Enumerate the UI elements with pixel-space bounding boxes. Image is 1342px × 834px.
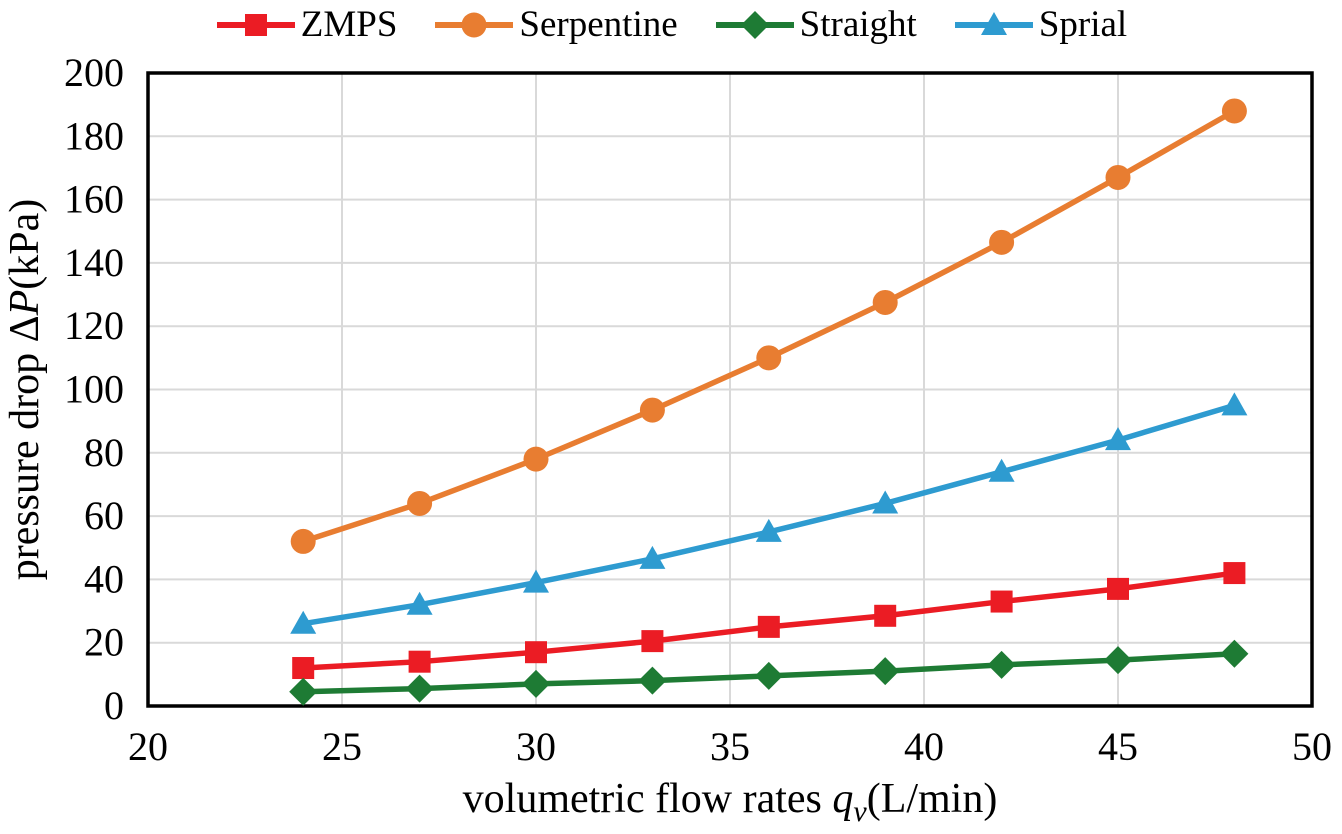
- y-axis-tick-labels: 0 20 40 60 80 100 120 140 160 180 200: [64, 50, 124, 728]
- legend-marker-shape: [740, 11, 769, 39]
- x-tick-label: 20: [128, 724, 168, 769]
- data-point-zmps: [641, 630, 664, 653]
- data-point-straight: [289, 677, 318, 706]
- data-point-serpentine: [290, 528, 316, 554]
- y-tick-label: 100: [64, 367, 124, 412]
- data-point-sprial: [406, 591, 433, 615]
- y-tick-label: 120: [64, 303, 124, 348]
- data-point-straight: [1104, 646, 1132, 675]
- data-point-zmps: [1223, 562, 1246, 585]
- data-point-serpentine: [756, 345, 782, 371]
- data-point-straight: [754, 661, 783, 690]
- y-tick-label: 60: [84, 493, 124, 538]
- x-tick-label: 45: [1098, 724, 1138, 769]
- data-point-sprial: [1221, 392, 1248, 416]
- data-point-zmps: [1107, 577, 1129, 600]
- x-tick-label: 50: [1292, 724, 1332, 769]
- y-tick-label: 80: [84, 430, 124, 475]
- legend-item-zmps: ZMPS: [215, 3, 398, 45]
- legend-item-sprial: Sprial: [953, 4, 1127, 44]
- data-point-serpentine: [989, 229, 1015, 255]
- data-point-sprial: [523, 569, 549, 593]
- y-tick-label: 0: [104, 683, 124, 728]
- legend-marker-square-icon: [216, 14, 295, 36]
- data-point-sprial: [290, 610, 317, 634]
- legend-label: Serpentine: [519, 3, 678, 45]
- chart-legend: ZMPS Serpentine Straight Sprial: [0, 4, 1342, 44]
- data-point-straight: [987, 650, 1016, 679]
- data-point-straight: [405, 674, 434, 703]
- gridlines: [148, 73, 1312, 706]
- legend-marker-shape: [244, 14, 267, 36]
- x-axis-title: volumetric flow rates qv(L/min): [463, 776, 998, 828]
- x-tick-label: 25: [322, 724, 362, 769]
- data-point-zmps: [408, 650, 431, 673]
- data-point-zmps: [292, 657, 315, 680]
- legend-marker-diamond-icon: [715, 11, 794, 39]
- data-point-sprial: [1105, 427, 1131, 451]
- legend-marker-triangle-icon: [954, 12, 1033, 35]
- y-tick-label: 180: [64, 113, 124, 158]
- data-point-serpentine: [639, 397, 665, 423]
- y-tick-label: 40: [84, 556, 124, 601]
- data-point-zmps: [874, 604, 897, 627]
- x-tick-label: 40: [904, 724, 944, 769]
- y-axis-title: pressure drop ΔP(kPa): [2, 199, 48, 581]
- data-point-zmps: [525, 641, 547, 664]
- series-straight: [289, 639, 1249, 706]
- data-point-straight: [522, 669, 550, 698]
- legend-marker-shape: [461, 12, 487, 38]
- y-tick-label: 160: [64, 177, 124, 222]
- legend-label: Sprial: [1038, 3, 1128, 45]
- y-tick-label: 140: [64, 240, 124, 285]
- legend-item-serpentine: Serpentine: [433, 3, 678, 45]
- data-point-sprial: [755, 518, 782, 542]
- data-point-serpentine: [872, 289, 898, 315]
- data-point-straight: [871, 657, 900, 686]
- x-tick-label: 30: [516, 724, 556, 769]
- series-serpentine: [290, 98, 1247, 554]
- data-point-zmps: [757, 615, 780, 638]
- data-point-straight: [1220, 639, 1249, 668]
- x-axis-tick-labels: 20 25 30 35 40 45 50: [128, 724, 1332, 769]
- data-point-sprial: [988, 458, 1015, 482]
- data-point-sprial: [639, 545, 666, 569]
- data-point-straight: [638, 666, 667, 695]
- data-point-serpentine: [407, 490, 433, 516]
- data-point-serpentine: [1221, 98, 1247, 124]
- data-point-serpentine: [523, 446, 549, 472]
- data-point-zmps: [990, 590, 1013, 613]
- legend-label: ZMPS: [300, 3, 398, 45]
- y-tick-label: 200: [64, 50, 124, 95]
- legend-label: Straight: [799, 3, 917, 45]
- y-tick-label: 20: [84, 620, 124, 665]
- data-point-sprial: [872, 490, 899, 514]
- plot-border: [146, 71, 1314, 708]
- legend-marker-circle-icon: [435, 12, 514, 38]
- x-tick-label: 35: [710, 724, 750, 769]
- legend-item-straight: Straight: [714, 4, 917, 44]
- data-point-serpentine: [1105, 164, 1131, 190]
- series-sprial: [290, 392, 1248, 634]
- series-zmps: [292, 562, 1246, 680]
- legend-marker-shape: [980, 12, 1007, 35]
